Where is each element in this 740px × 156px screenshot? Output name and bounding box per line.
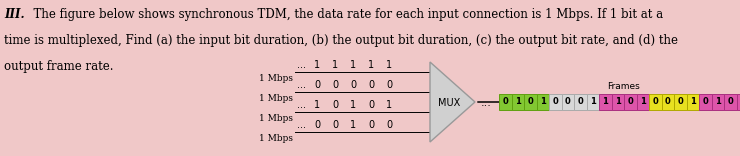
Text: 0: 0 (314, 80, 320, 90)
Bar (699, 94, 711, 110)
Text: 1: 1 (539, 98, 545, 107)
Bar (724, 94, 736, 110)
Bar (687, 94, 699, 110)
Text: 0: 0 (653, 98, 658, 107)
Text: 0: 0 (368, 120, 374, 130)
Text: output frame rate.: output frame rate. (4, 60, 113, 73)
Text: 0: 0 (577, 98, 583, 107)
Text: 0: 0 (332, 80, 338, 90)
Text: 0: 0 (368, 80, 374, 90)
Polygon shape (430, 62, 475, 142)
Text: 0: 0 (552, 98, 558, 107)
Text: ...: ... (297, 100, 306, 110)
Text: 1: 1 (314, 60, 320, 70)
Text: 0: 0 (332, 100, 338, 110)
Text: The figure below shows synchronous TDM, the data rate for each input connection : The figure below shows synchronous TDM, … (26, 8, 663, 21)
Text: 0: 0 (702, 98, 708, 107)
Bar (636, 94, 649, 110)
Text: 1 Mbps: 1 Mbps (259, 114, 293, 123)
Text: time is multiplexed, Find (a) the input bit duration, (b) the output bit duratio: time is multiplexed, Find (a) the input … (4, 34, 678, 47)
Text: 0: 0 (314, 120, 320, 130)
Text: III.: III. (4, 8, 24, 21)
Bar (624, 94, 636, 110)
Text: ...: ... (297, 120, 306, 130)
Text: 1: 1 (602, 98, 608, 107)
Text: 1: 1 (386, 100, 392, 110)
Bar (711, 94, 724, 110)
Bar (524, 94, 536, 110)
Text: 1 Mbps: 1 Mbps (259, 134, 293, 143)
Text: 0: 0 (677, 98, 683, 107)
Bar (674, 94, 687, 110)
Text: 1: 1 (715, 98, 721, 107)
Text: 0: 0 (665, 98, 670, 107)
Text: 0: 0 (528, 98, 533, 107)
Text: 0: 0 (350, 80, 356, 90)
Bar (587, 94, 599, 110)
Bar (662, 94, 674, 110)
Text: 0: 0 (628, 98, 633, 107)
Text: 0: 0 (386, 80, 392, 90)
Text: 1: 1 (690, 98, 696, 107)
Text: 1: 1 (368, 60, 374, 70)
Text: 1: 1 (386, 60, 392, 70)
Bar (536, 94, 549, 110)
Bar (574, 94, 587, 110)
Text: 0: 0 (386, 120, 392, 130)
Text: 1: 1 (640, 98, 646, 107)
Text: 0: 0 (565, 98, 571, 107)
Text: 0: 0 (332, 120, 338, 130)
Text: 0: 0 (368, 100, 374, 110)
Text: 0: 0 (502, 98, 508, 107)
Text: 1: 1 (332, 60, 338, 70)
Text: ...: ... (481, 98, 492, 108)
Text: 1: 1 (350, 60, 356, 70)
Bar (562, 94, 574, 110)
Text: 1 Mbps: 1 Mbps (259, 94, 293, 103)
Text: 1: 1 (350, 100, 356, 110)
Bar (499, 94, 511, 110)
Text: 0: 0 (727, 98, 733, 107)
Text: ...: ... (297, 60, 306, 70)
Bar (599, 94, 611, 110)
Text: ...: ... (297, 80, 306, 90)
Text: 1: 1 (350, 120, 356, 130)
Bar (736, 94, 740, 110)
Text: 1: 1 (590, 98, 596, 107)
Text: 1: 1 (314, 100, 320, 110)
Bar (549, 94, 562, 110)
Text: Frames: Frames (608, 82, 640, 91)
Text: 1: 1 (515, 98, 521, 107)
Text: MUX: MUX (438, 98, 460, 108)
Text: 1: 1 (615, 98, 621, 107)
Bar (511, 94, 524, 110)
Bar (611, 94, 624, 110)
Bar (649, 94, 662, 110)
Text: 1 Mbps: 1 Mbps (259, 74, 293, 83)
